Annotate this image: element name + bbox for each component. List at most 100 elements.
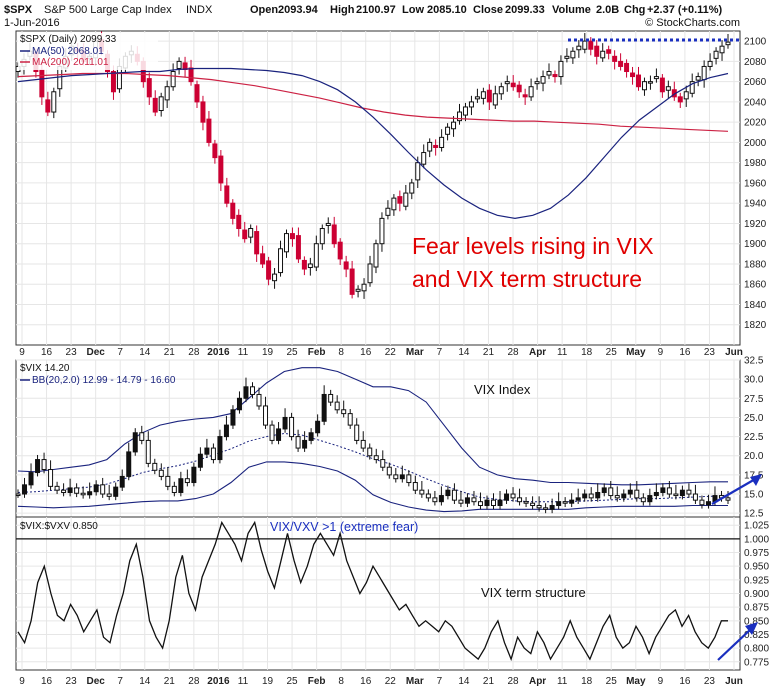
price-series-label: $SPX (Daily) 2099.33 xyxy=(20,34,117,45)
price-panel-frame xyxy=(15,30,741,346)
vix-candle-body xyxy=(61,489,67,493)
vix-candle-body xyxy=(614,495,620,499)
x-tick-label: 2016 xyxy=(207,676,230,687)
price-candle-body xyxy=(391,197,397,211)
vix-candle-body xyxy=(679,489,685,497)
vix-candle-body xyxy=(106,493,112,497)
y-tick-label: 17.5 xyxy=(744,470,764,481)
x-tick-label: 11 xyxy=(238,347,249,358)
price-candle-body xyxy=(641,81,647,91)
x-tick-label: 18 xyxy=(581,347,593,358)
term-panel: 0.775 0.800 0.825 0.850 0.875 0.900 0.925 0.950… xyxy=(15,516,769,671)
vix-y-ticks: 12.5 15.0 17.5 20.0 22.5 25.0 27.5 30.0 32.5 xyxy=(744,356,764,520)
vix-candle-body xyxy=(556,501,562,507)
price-candle-body xyxy=(510,82,516,88)
x-tick-label: 19 xyxy=(262,676,274,687)
price-candle-body xyxy=(45,99,51,113)
vix-candle-body xyxy=(608,487,614,497)
term-arrow-shaft xyxy=(717,627,753,661)
ma50-label: MA(50) 2068.01 xyxy=(32,46,104,57)
price-candle-body xyxy=(570,50,576,59)
price-candle-body xyxy=(349,268,355,295)
price-candle-body xyxy=(289,233,295,240)
price-candle-body xyxy=(612,55,618,62)
bb-label: BB(20,2.0) 12.99 - 14.79 - 16.60 xyxy=(32,375,176,386)
x-tick-label: 14 xyxy=(458,347,470,358)
y-tick-label: 0.925 xyxy=(744,575,769,586)
vix-candle-body xyxy=(562,501,568,504)
price-candle-body xyxy=(713,50,719,59)
x-tick-label: 25 xyxy=(606,676,618,687)
vix-candle-body xyxy=(595,491,601,499)
y-tick-label: 2060 xyxy=(744,77,767,88)
vix-candle-body xyxy=(22,484,28,495)
x-tick-label: 14 xyxy=(458,676,470,687)
price-candle-body xyxy=(373,243,379,268)
y-tick-label: 1820 xyxy=(744,320,767,331)
vix-candle-body xyxy=(432,497,438,503)
vix-candle-body xyxy=(230,409,236,426)
vix-candle-body xyxy=(367,447,373,457)
y-tick-label: 0.875 xyxy=(744,603,769,614)
x-tick-label: Mar xyxy=(406,347,424,358)
vix-candle-body xyxy=(419,489,425,495)
x-tick-label: 23 xyxy=(66,676,78,687)
price-candle-body xyxy=(152,97,158,113)
vix-candle-body xyxy=(15,493,21,497)
vix-candle-body xyxy=(451,489,457,501)
y-tick-label: 1980 xyxy=(744,158,767,169)
vix-candle-body xyxy=(699,499,705,506)
annotation-text-line2: and VIX term structure xyxy=(412,266,642,292)
vix-candle-body xyxy=(210,447,216,461)
vix-candle-body xyxy=(464,497,470,504)
x-tick-label: Jun xyxy=(725,676,743,687)
price-candle-body xyxy=(659,77,665,93)
close-label: Close xyxy=(473,4,503,16)
x-tick-label: 9 xyxy=(19,676,25,687)
header-symbol: $SPX xyxy=(4,4,33,16)
vix-panel-title: VIX Index xyxy=(474,382,531,397)
vix-candle-body xyxy=(477,501,483,507)
price-candle-body xyxy=(427,141,433,152)
x-tick-label: Jun xyxy=(725,347,743,358)
price-candle-body xyxy=(695,76,701,81)
vix-candle-body xyxy=(341,409,347,415)
vix-candle-body xyxy=(536,505,542,509)
price-candle-body xyxy=(146,78,152,98)
price-candle-body xyxy=(504,81,510,85)
vix-candle-body xyxy=(504,493,510,501)
header-date: 1-Jun-2016 xyxy=(4,17,60,29)
vix-candle-body xyxy=(517,497,523,503)
x-tick-label: 28 xyxy=(507,347,519,358)
x-tick-label: 11 xyxy=(238,676,249,687)
vix-candle-body xyxy=(575,497,581,501)
y-tick-label: 12.5 xyxy=(744,509,764,520)
price-candle-body xyxy=(677,96,683,103)
vix-candle-body xyxy=(236,397,242,411)
price-candle-body xyxy=(218,155,224,184)
x-tick-label: 16 xyxy=(679,676,691,687)
vix-candle-body xyxy=(601,487,607,493)
x-tick-label: 8 xyxy=(338,347,344,358)
vix-candle-body xyxy=(458,499,464,504)
vix-candle-body xyxy=(647,495,653,503)
price-candle-body xyxy=(719,45,725,54)
price-candle-body xyxy=(522,94,528,98)
price-candle-body xyxy=(636,74,642,88)
x-tick-label: 11 xyxy=(557,347,568,358)
vix-candle-body xyxy=(256,393,262,407)
price-candle-body xyxy=(624,62,630,73)
vix-candle-body xyxy=(217,436,223,461)
price-candle-body xyxy=(653,76,659,80)
price-candle-body xyxy=(600,50,606,59)
vix-candle-body xyxy=(276,428,282,441)
price-candle-body xyxy=(194,84,200,103)
price-candle-body xyxy=(206,118,212,143)
y-tick-label: 0.825 xyxy=(744,630,769,641)
vix-candle-body xyxy=(80,492,86,496)
vix-candle-body xyxy=(269,424,275,441)
y-tick-label: 1860 xyxy=(744,280,767,291)
price-candle-body xyxy=(379,217,385,245)
x-tick-label: 19 xyxy=(262,347,274,358)
vix-candle-body xyxy=(406,474,412,484)
